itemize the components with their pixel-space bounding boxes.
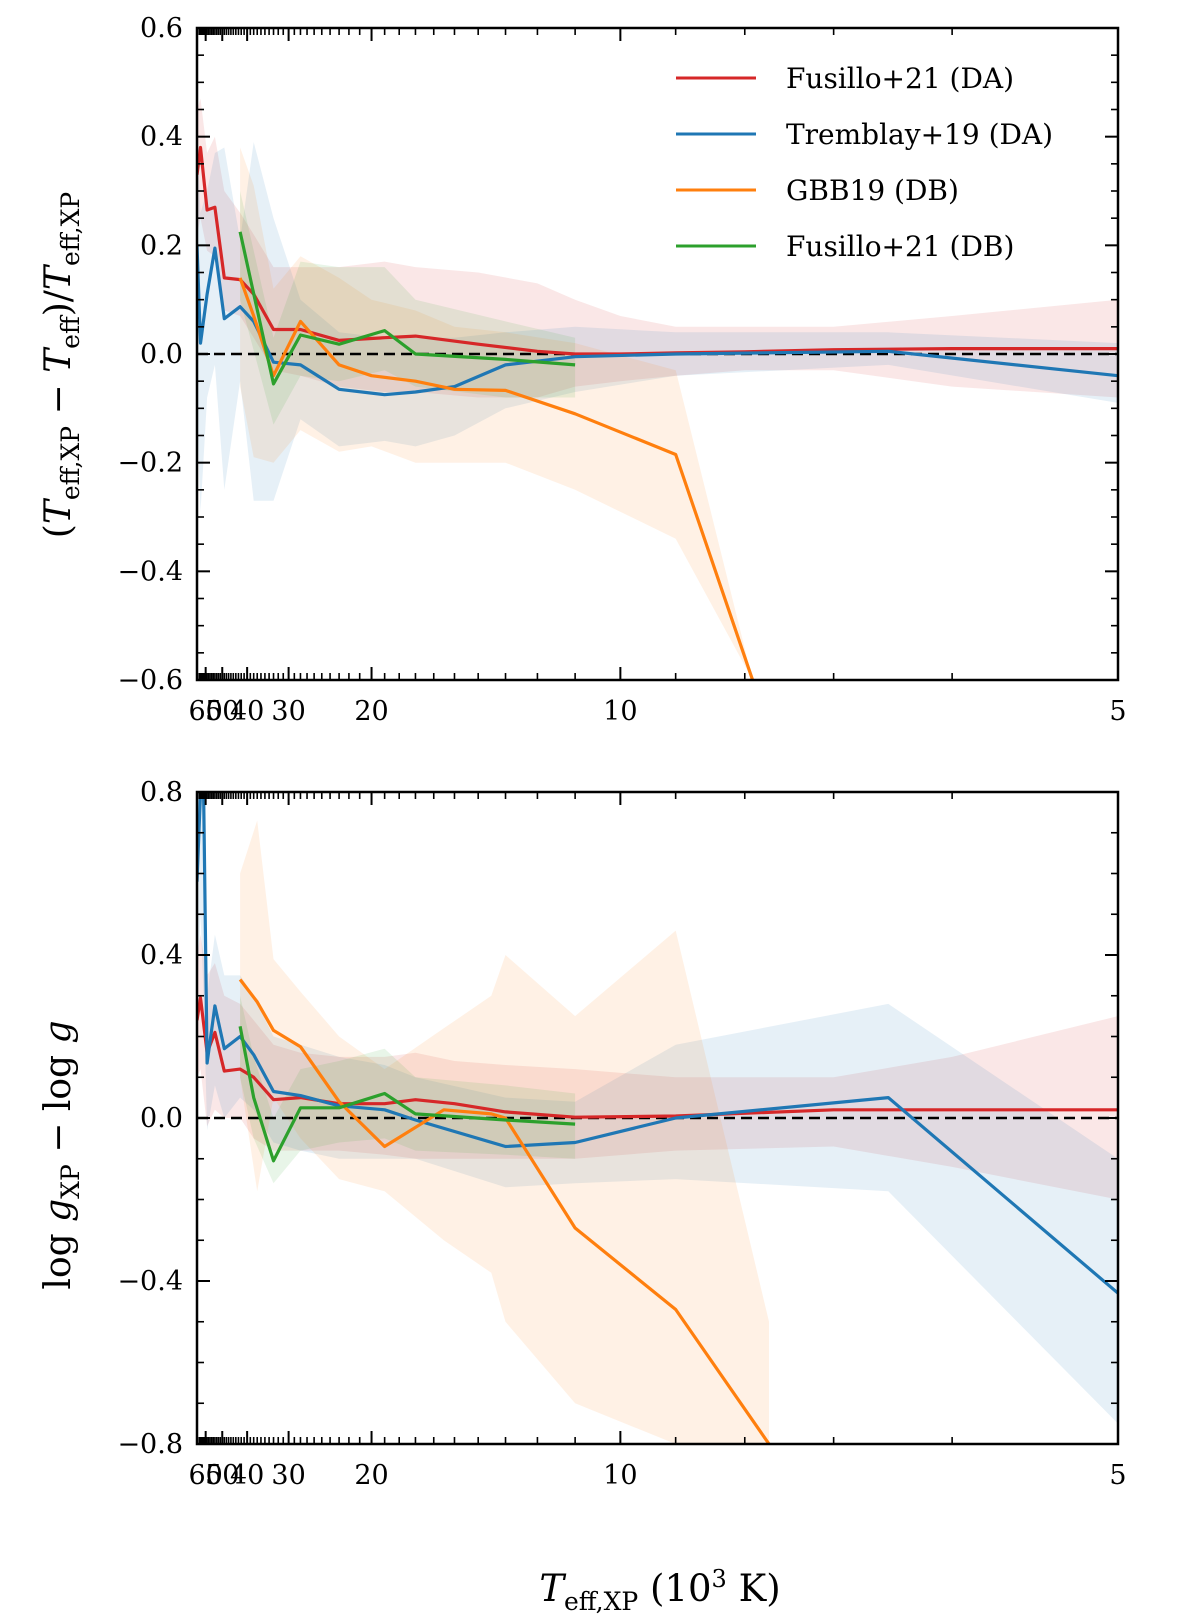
- legend-label-fusillo-da: Fusillo+21 (DA): [786, 62, 1014, 95]
- top-x-tick-label: 40: [230, 696, 264, 727]
- top-band-gbb19-db: [240, 147, 753, 680]
- top-y-tick-label: 0.6: [140, 13, 183, 44]
- top-x-tick-label: 5: [1109, 696, 1126, 727]
- legend-entry-fusillo-db: Fusillo+21 (DB): [676, 230, 1014, 263]
- legend-entry-tremblay-da: Tremblay+19 (DA): [676, 118, 1053, 151]
- top-x-tick-label: 50: [205, 696, 239, 727]
- bottom-y-tick-label: 0.4: [140, 940, 183, 971]
- x-axis-label: Teff,XP (103 K): [539, 1565, 780, 1616]
- bottom-x-tick-label: 20: [354, 1460, 388, 1491]
- bottom-band-tremblay-19-da: [197, 792, 1118, 1424]
- bottom-y-tick-label: 0.8: [140, 777, 183, 808]
- bottom-line-fusillo-21-db: [238, 1026, 576, 1163]
- top-ticks: [197, 27, 1119, 681]
- top-y-tick-label: −0.6: [117, 665, 183, 696]
- top-x-tick-label: 10: [603, 696, 637, 727]
- bottom-y-tick-label: −0.8: [117, 1429, 183, 1460]
- top-series-lines: [197, 145, 1118, 680]
- bottom-y-axis-label: log gXP − log g: [38, 1020, 85, 1289]
- bottom-band-gbb19-db: [240, 820, 770, 1444]
- bottom-band-fusillo-21-da: [197, 934, 1118, 1200]
- bottom-line-gbb19-db: [238, 978, 771, 1444]
- top-y-tick-label: −0.2: [117, 448, 183, 479]
- legend-label-gbb19-db: GBB19 (DB): [786, 174, 959, 207]
- top-band-tremblay-19-da: [197, 136, 1118, 512]
- bottom-y-tick-label: −0.4: [117, 1266, 183, 1297]
- top-line-tremblay-19-da: [197, 245, 1118, 397]
- top-x-tick-label: 30: [271, 696, 305, 727]
- legend-label-fusillo-db: Fusillo+21 (DB): [786, 230, 1014, 263]
- bottom-series-lines: [197, 792, 1118, 1444]
- bottom-error-bands: [197, 792, 1118, 1444]
- bottom-x-tick-label: 10: [603, 1460, 637, 1491]
- bottom-y-tick-label: 0.0: [140, 1103, 183, 1134]
- bottom-ticks: [197, 791, 1119, 1445]
- bottom-band-fusillo-21-db: [240, 995, 576, 1184]
- top-band-fusillo-21-da: [197, 98, 1118, 398]
- bottom-x-tick-label: 50: [205, 1460, 239, 1491]
- legend-label-tremblay-da: Tremblay+19 (DA): [786, 118, 1053, 151]
- top-x-tick-label: 60: [188, 696, 222, 727]
- top-band-fusillo-21-db: [240, 191, 576, 425]
- legend-entry-gbb19-db: GBB19 (DB): [676, 174, 959, 207]
- top-y-axis-label: (Teff,XP − Teff)/Teff,XP: [38, 192, 85, 538]
- bottom-x-tick-label: 60: [188, 1460, 222, 1491]
- bottom-x-tick-label: 40: [230, 1460, 264, 1491]
- top-y-tick-label: −0.4: [117, 556, 183, 587]
- top-y-tick-label: 0.2: [140, 230, 183, 261]
- bottom-line-tremblay-19-da: [197, 792, 1118, 1295]
- bottom-x-tick-label: 5: [1109, 1460, 1126, 1491]
- top-y-tick-label: 0.4: [140, 122, 183, 153]
- bottom-x-tick-label: 30: [271, 1460, 305, 1491]
- legend: Fusillo+21 (DA) Tremblay+19 (DA) GBB19 (…: [676, 62, 1053, 263]
- top-line-fusillo-21-db: [238, 231, 576, 386]
- top-y-tick-label: 0.0: [140, 339, 183, 370]
- legend-entry-fusillo-da: Fusillo+21 (DA): [676, 62, 1014, 95]
- top-error-bands: [197, 98, 1118, 680]
- top-x-tick-label: 20: [354, 696, 388, 727]
